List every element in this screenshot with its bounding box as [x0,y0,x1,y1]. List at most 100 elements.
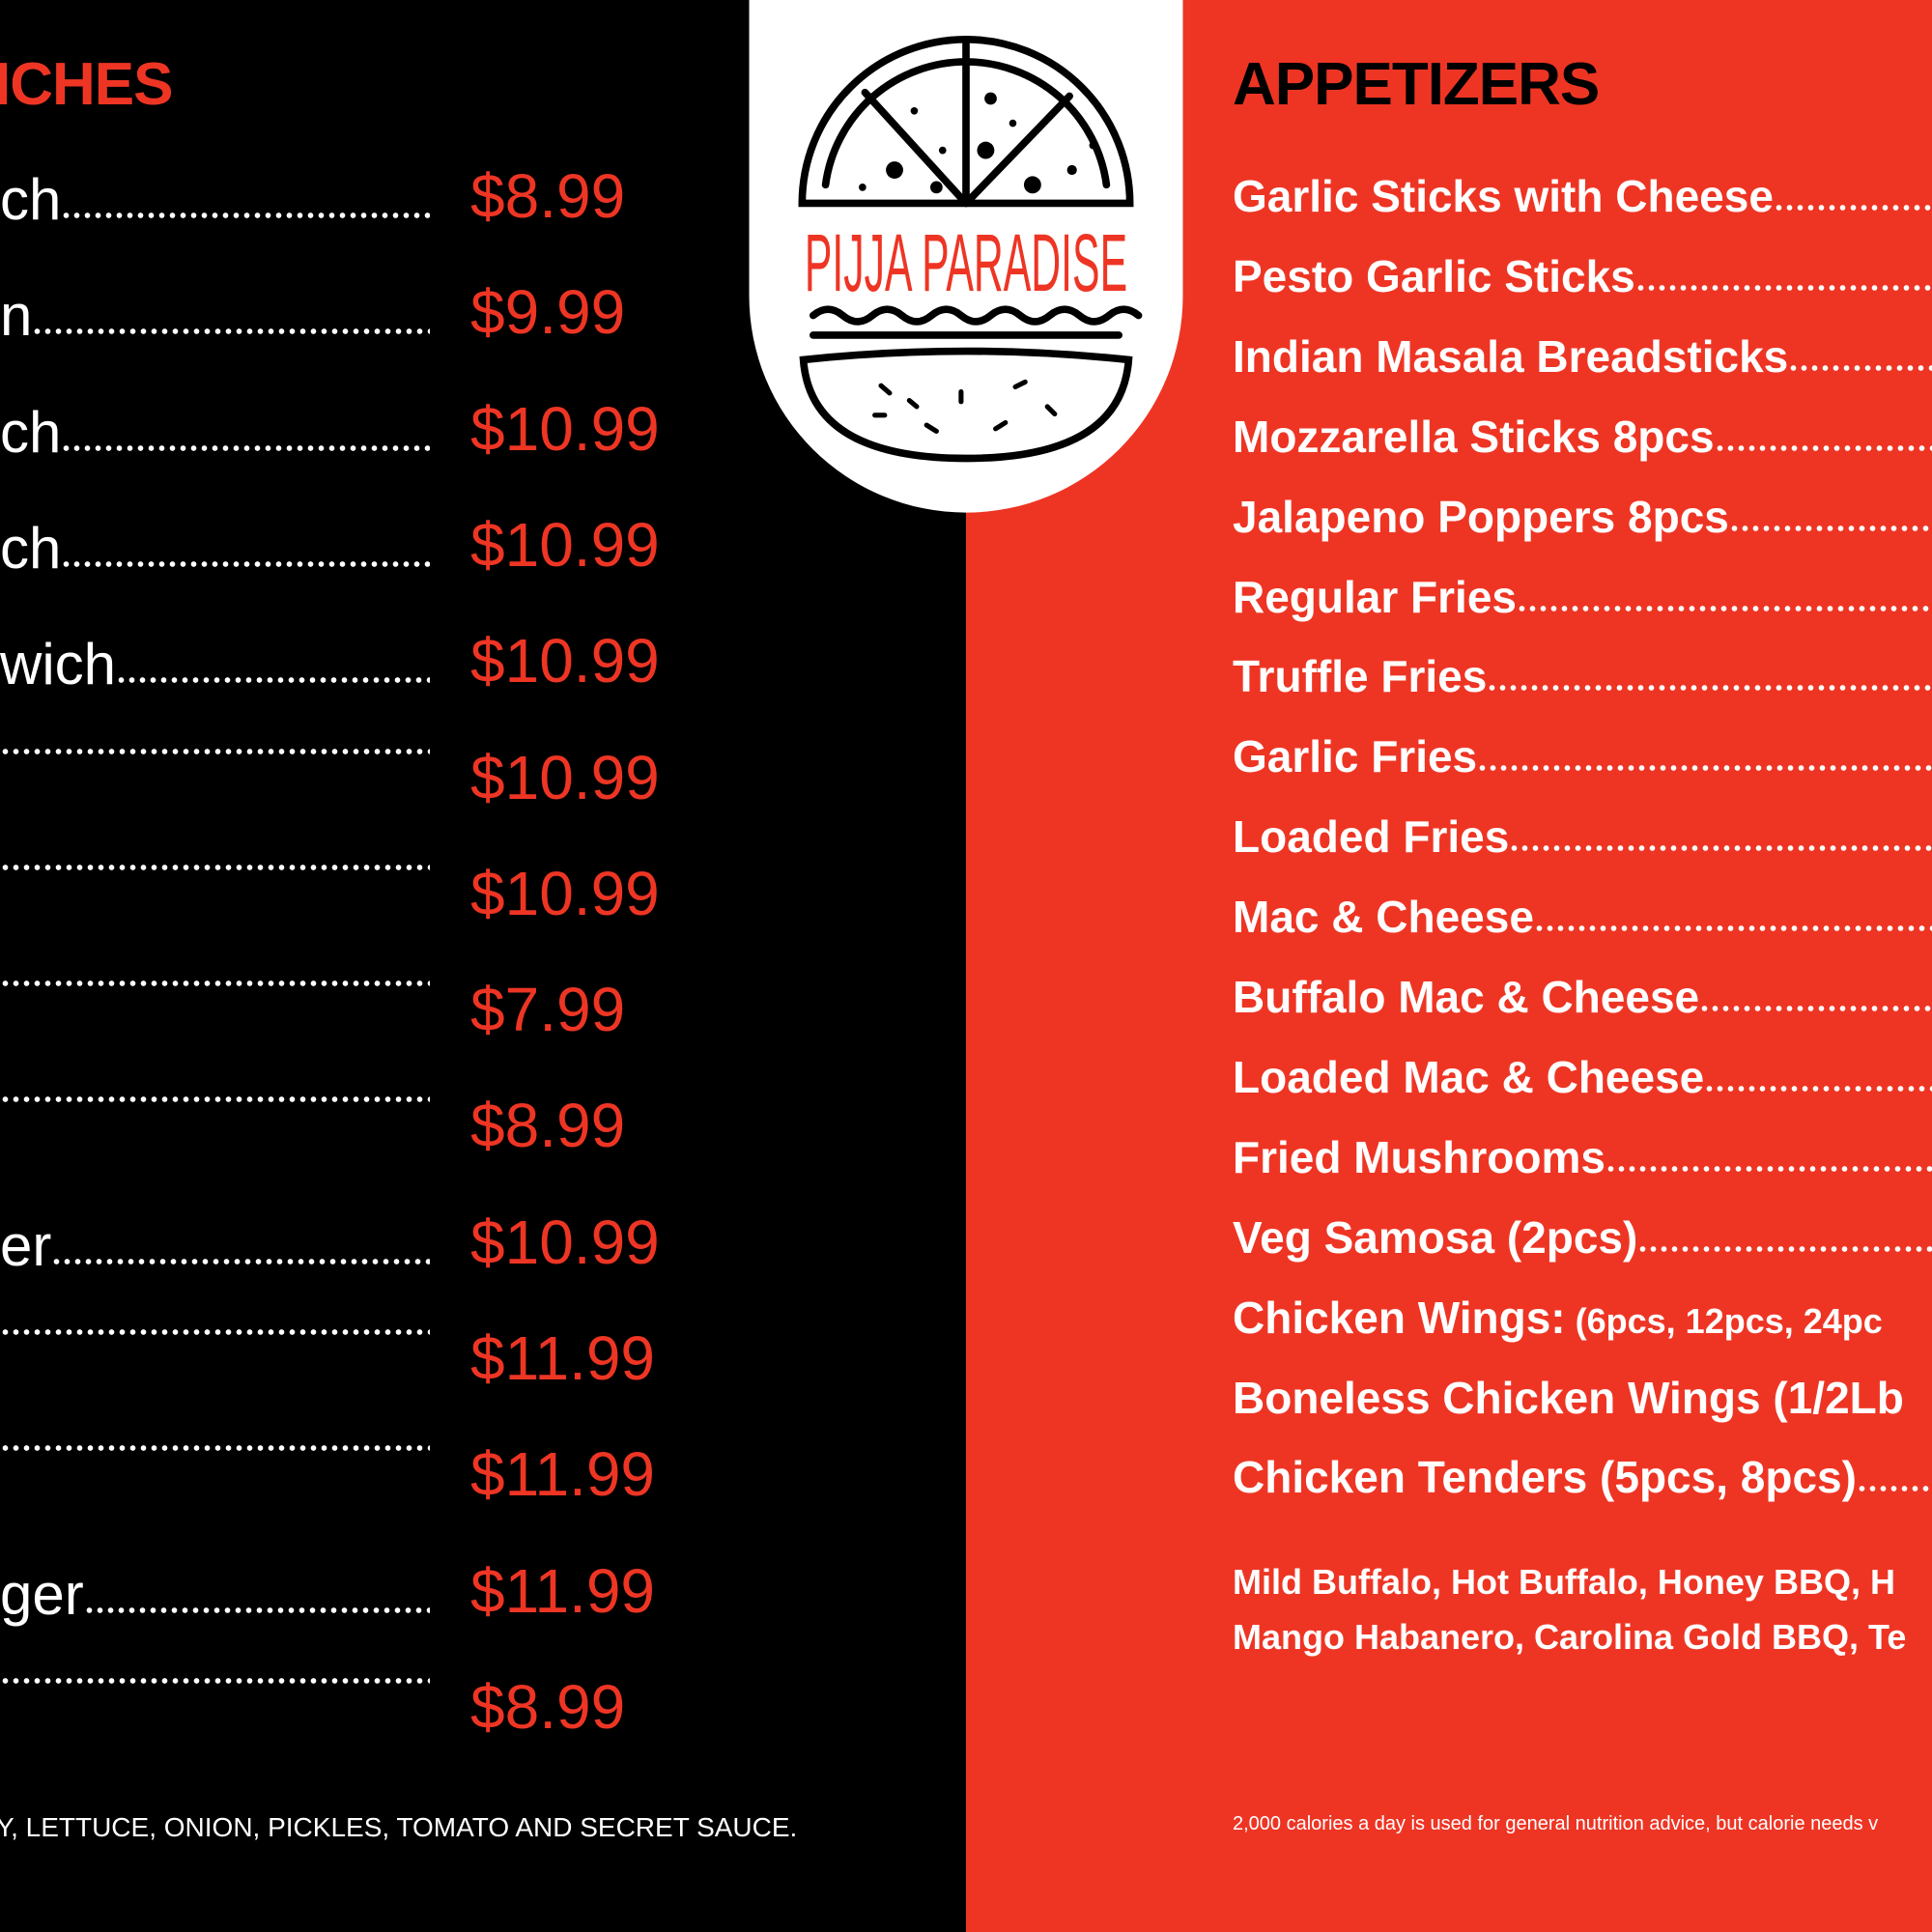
dot-leader [1788,363,1932,372]
menu-item [0,1676,430,1745]
dot-leader [1637,1244,1932,1253]
dot-leader [1634,283,1932,292]
menu-item [0,863,430,931]
item-name: Buffalo Mac & Cheese [1233,972,1700,1022]
item-name: n [0,283,33,349]
dot-leader [0,980,430,988]
dot-leader [116,676,430,685]
section-heading: APPETIZERS [1233,51,1600,118]
menu-item: ch [0,399,430,467]
menu-item [0,1444,430,1512]
menu-item [0,1328,430,1396]
item-name: Chicken Wings: [1233,1292,1566,1343]
item-name: Pesto Garlic Sticks [1233,250,1635,301]
item-price: $11.99 [470,1323,655,1393]
item-name: Loaded Fries [1233,811,1510,863]
dot-leader [1533,924,1932,933]
item-name: ch [0,515,62,581]
item-name: ch [0,399,62,465]
sauce-list: Mild Buffalo, Hot Buffalo, Honey BBQ, H [1233,1562,1895,1602]
dot-leader [83,1605,430,1614]
item-price: $10.99 [470,626,660,696]
dot-leader [1714,443,1932,452]
dot-leader [1699,1005,1932,1012]
menu-item: n [0,282,430,350]
item-name: Mac & Cheese [1233,892,1534,943]
menu-item: Pesto Garlic Sticks [1233,250,1932,304]
dot-leader [1477,764,1932,773]
menu-item: ch [0,166,430,234]
menu-item: Chicken Tenders (5pcs, 8pcs) [1233,1451,1932,1505]
menu-item: ger [0,1561,430,1629]
item-name: Veg Samosa (2pcs) [1233,1211,1638,1263]
menu-item: Jalapeno Poppers 8pcs [1233,491,1932,545]
dot-leader [0,1095,430,1104]
menu-item: Garlic Fries [1233,730,1932,784]
dot-leader [51,1257,430,1265]
item-detail: (6pcs, 12pcs, 24pc [1575,1300,1883,1341]
menu-item: er [0,1212,430,1280]
footnote: Y, LETTUCE, ONION, PICKLES, TOMATO AND S… [0,1812,798,1842]
dot-leader [1605,1164,1932,1173]
item-name: ger [0,1561,84,1627]
menu-item: Regular Fries [1233,571,1932,625]
brand-name: PIJJA PARADISE [805,217,1127,308]
item-price: $11.99 [470,1439,655,1510]
item-name: er [0,1212,52,1278]
logo-badge [749,0,1183,513]
item-price: $10.99 [470,742,660,812]
menu-item: ch [0,515,430,582]
menu-item: Loaded Fries [1233,810,1932,865]
item-name: Truffle Fries [1233,651,1488,702]
item-price: $8.99 [470,1091,626,1161]
section-heading: ICHES [0,51,173,118]
dot-leader [61,212,430,219]
item-price: $7.99 [470,975,626,1045]
menu-item: Mozzarella Sticks 8pcs [1233,411,1932,465]
dot-leader [1728,524,1932,532]
dot-leader [0,1444,430,1453]
item-name: wich [0,632,117,697]
menu-item: Fried Mushrooms [1233,1131,1932,1185]
item-price: $9.99 [470,277,626,348]
item-name: Garlic Fries [1233,731,1478,782]
menu-item: Indian Masala Breadsticks [1233,330,1932,384]
menu-item: wich [0,631,430,698]
dot-leader [1704,1084,1932,1093]
dot-leader [0,1328,430,1336]
menu-item: Truffle Fries [1233,650,1932,704]
menu-item [0,1095,430,1163]
item-name: Indian Masala Breadsticks [1233,330,1789,382]
menu-item: Buffalo Mac & Cheese [1233,971,1932,1025]
item-name: Garlic Sticks with Cheese [1233,171,1774,221]
item-name: Chicken Tenders (5pcs, 8pcs) [1233,1452,1857,1503]
pizza-toppings [859,92,1097,194]
menu-item [0,747,430,815]
menu-item: Veg Samosa (2pcs) [1233,1211,1932,1265]
menu-item: Mac & Cheese [1233,891,1932,945]
item-name: Jalapeno Poppers 8pcs [1233,491,1729,542]
item-name: ch [0,167,62,232]
item-price: $10.99 [470,509,660,580]
item-name: Regular Fries [1233,571,1517,622]
dot-leader [61,443,430,452]
item-price: $8.99 [470,161,626,231]
dot-leader [0,863,430,871]
dot-leader [61,559,430,568]
item-name: Fried Mushrooms [1233,1131,1605,1182]
item-name: Mozzarella Sticks 8pcs [1233,411,1715,462]
dot-leader [1487,684,1932,693]
pizza-icon [798,35,1143,463]
menu-item: Boneless Chicken Wings (1/2Lb [1233,1372,1932,1426]
item-name: Loaded Mac & Cheese [1233,1051,1705,1102]
menu-item: Garlic Sticks with Cheese [1233,170,1932,224]
menu-item: Chicken Wings: (6pcs, 12pcs, 24pc [1233,1292,1932,1346]
dot-leader [1856,1485,1932,1493]
dot-leader [32,327,430,336]
item-price: $8.99 [470,1671,626,1742]
menu-item [0,980,430,1047]
dot-leader [0,747,430,755]
footnote: 2,000 calories a day is used for general… [1233,1813,1879,1834]
